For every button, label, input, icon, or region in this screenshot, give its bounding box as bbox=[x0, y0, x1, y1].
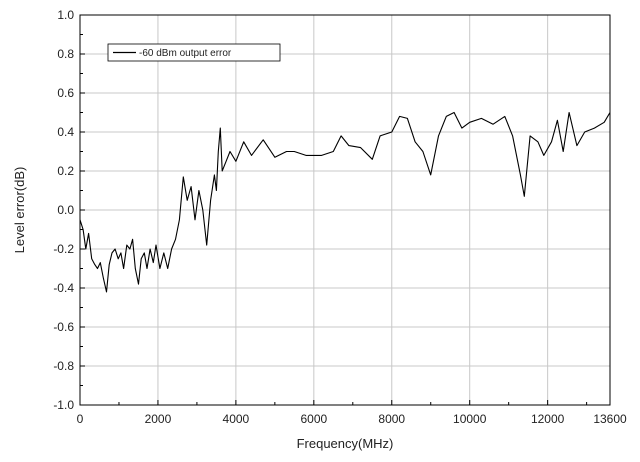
x-tick-label: 12000 bbox=[531, 412, 565, 426]
plot-frame bbox=[79, 14, 611, 406]
legend-label: -60 dBm output error bbox=[139, 48, 232, 59]
legend-box bbox=[107, 43, 281, 62]
series-layer bbox=[79, 111, 611, 293]
y-tick-label: 0.4 bbox=[57, 125, 74, 139]
x-axis-title: Frequency(MHz) bbox=[297, 436, 394, 451]
grid bbox=[80, 15, 610, 405]
x-tick-label: 10000 bbox=[453, 412, 487, 426]
y-tick-label: 0.6 bbox=[57, 86, 74, 100]
legend: -60 dBm output error bbox=[107, 43, 281, 62]
x-tick-label: 0 bbox=[77, 412, 84, 426]
y-axis-title: Level error(dB) bbox=[12, 167, 27, 254]
x-tick-label: 8000 bbox=[378, 412, 405, 426]
y-tick-label: 1.0 bbox=[57, 8, 74, 22]
x-tick-label: 2000 bbox=[145, 412, 172, 426]
x-tick-label: 4000 bbox=[223, 412, 250, 426]
y-tick-labels: 1.0 0.8 0.6 0.4 0.2 0.0 -0.2 -0.4 -0.6 -0.8 -1.0 bbox=[53, 8, 74, 412]
series-line bbox=[79, 111, 611, 293]
x-tick-labels: 0 2000 4000 6000 8000 10000 12000 13600 bbox=[77, 412, 627, 426]
y-tick-label: -0.8 bbox=[53, 359, 74, 373]
x-tick-label: 6000 bbox=[300, 412, 327, 426]
y-tick-label: 0.8 bbox=[57, 47, 74, 61]
y-tick-label: -0.2 bbox=[53, 242, 74, 256]
x-tick-label: 13600 bbox=[593, 412, 627, 426]
y-tick-label: 0.2 bbox=[57, 164, 74, 178]
y-tick-label: 0.0 bbox=[57, 203, 74, 217]
y-tick-label: -0.4 bbox=[53, 281, 74, 295]
y-tick-label: -0.6 bbox=[53, 320, 74, 334]
y-tick-label: -1.0 bbox=[53, 398, 74, 412]
